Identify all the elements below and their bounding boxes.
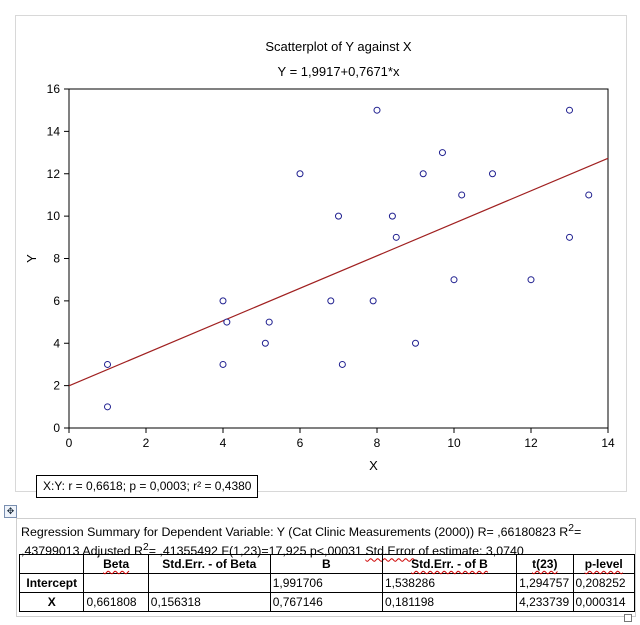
header-beta: Beta bbox=[83, 554, 149, 574]
table-cell: 0,661808 bbox=[83, 592, 149, 612]
y-tick-label: 4 bbox=[53, 336, 60, 350]
data-point bbox=[450, 276, 458, 284]
data-point bbox=[104, 360, 111, 368]
table-header-row: Beta Std.Err. - of Beta B Std.Err. - of … bbox=[18, 554, 635, 574]
data-point bbox=[412, 339, 419, 347]
scatterplot: Scatterplot of Y against X Y = 1,9917+0,7… bbox=[24, 39, 615, 473]
table-cell bbox=[83, 573, 149, 593]
data-point bbox=[296, 170, 304, 178]
results-table: Beta Std.Err. - of Beta B Std.Err. - of … bbox=[18, 554, 635, 612]
data-point bbox=[392, 233, 400, 241]
summary-line1: Regression Summary for Dependent Variabl… bbox=[21, 525, 569, 540]
table-cell: 1,294757 bbox=[516, 573, 574, 593]
y-axis-label: Y bbox=[24, 254, 39, 263]
resize-handle[interactable] bbox=[624, 614, 632, 622]
data-point bbox=[219, 297, 227, 305]
data-point bbox=[373, 106, 381, 114]
y-tick-label: 10 bbox=[47, 209, 61, 223]
x-tick-label: 8 bbox=[374, 436, 381, 450]
x-axis-label: X bbox=[369, 458, 378, 473]
table-cell: 4,233739 bbox=[516, 592, 574, 612]
regression-line bbox=[68, 157, 609, 387]
data-point bbox=[489, 170, 496, 178]
data-point bbox=[388, 212, 396, 220]
data-point bbox=[585, 191, 593, 199]
data-point bbox=[327, 297, 335, 305]
move-handle-icon[interactable]: ✥ bbox=[4, 505, 17, 518]
table-cell: 0,000314 bbox=[572, 592, 635, 612]
table-row: Intercept 1,991706 1,538286 1,294757 0,2… bbox=[18, 573, 635, 593]
table-cell: 1,991706 bbox=[269, 573, 383, 593]
table-cell: 1,538286 bbox=[381, 573, 518, 593]
x-tick-label: 2 bbox=[143, 436, 150, 450]
header-std-err-b: Std.Err. - of B bbox=[381, 554, 518, 574]
table-row: X 0,661808 0,156318 0,767146 0,181198 4,… bbox=[18, 592, 635, 612]
data-point bbox=[438, 149, 446, 157]
data-point bbox=[104, 403, 111, 411]
data-point bbox=[265, 318, 273, 326]
data-point bbox=[566, 233, 573, 241]
table-cell: 0,208252 bbox=[572, 573, 635, 593]
y-tick-label: 12 bbox=[47, 167, 61, 181]
header-b: B bbox=[269, 554, 383, 574]
header-empty bbox=[18, 554, 85, 574]
header-t: t(23) bbox=[516, 554, 574, 574]
chart-subtitle: Y = 1,9917+0,7671*x bbox=[278, 64, 400, 79]
data-point bbox=[335, 212, 342, 220]
data-point bbox=[419, 170, 427, 178]
summary-line1-end: = bbox=[573, 525, 582, 540]
y-tick-label: 16 bbox=[47, 82, 61, 96]
y-tick-label: 8 bbox=[53, 252, 60, 266]
chart-panel: Scatterplot of Y against X Y = 1,9917+0,7… bbox=[15, 15, 627, 498]
data-point bbox=[338, 360, 346, 368]
table-cell bbox=[147, 573, 271, 593]
header-std-err-beta: Std.Err. - of Beta bbox=[147, 554, 271, 574]
y-tick-label: 14 bbox=[47, 124, 61, 138]
y-tick-label: 0 bbox=[53, 421, 60, 435]
row-label: X bbox=[18, 592, 85, 612]
x-tick-label: 6 bbox=[297, 436, 304, 450]
data-point bbox=[527, 276, 535, 284]
y-tick-label: 2 bbox=[53, 379, 60, 393]
correlation-stats-box: X:Y: r = 0,6618; p = 0,0003; r² = 0,4380 bbox=[36, 475, 259, 498]
header-p-level: p-level bbox=[572, 554, 635, 574]
row-label: Intercept bbox=[18, 573, 85, 593]
table-cell: 0,767146 bbox=[269, 592, 383, 612]
data-point bbox=[219, 360, 227, 368]
data-point bbox=[223, 318, 231, 326]
x-tick-label: 12 bbox=[524, 436, 538, 450]
x-tick-label: 0 bbox=[66, 436, 73, 450]
table-cell: 0,181198 bbox=[381, 592, 518, 612]
r-squared-superscript: 2 bbox=[568, 523, 574, 534]
data-point bbox=[369, 297, 377, 305]
x-tick-label: 10 bbox=[447, 436, 461, 450]
regression-summary: Regression Summary for Dependent Variabl… bbox=[16, 518, 636, 617]
data-point bbox=[261, 339, 269, 347]
y-tick-label: 6 bbox=[53, 294, 60, 308]
x-tick-label: 14 bbox=[601, 436, 615, 450]
chart-title: Scatterplot of Y against X bbox=[265, 39, 412, 54]
data-point bbox=[566, 106, 573, 114]
adj-r-squared-superscript: 2 bbox=[142, 542, 149, 554]
data-point bbox=[458, 191, 466, 199]
table-cell: 0,156318 bbox=[147, 592, 271, 612]
plot-frame bbox=[68, 88, 609, 429]
x-tick-label: 4 bbox=[220, 436, 227, 450]
